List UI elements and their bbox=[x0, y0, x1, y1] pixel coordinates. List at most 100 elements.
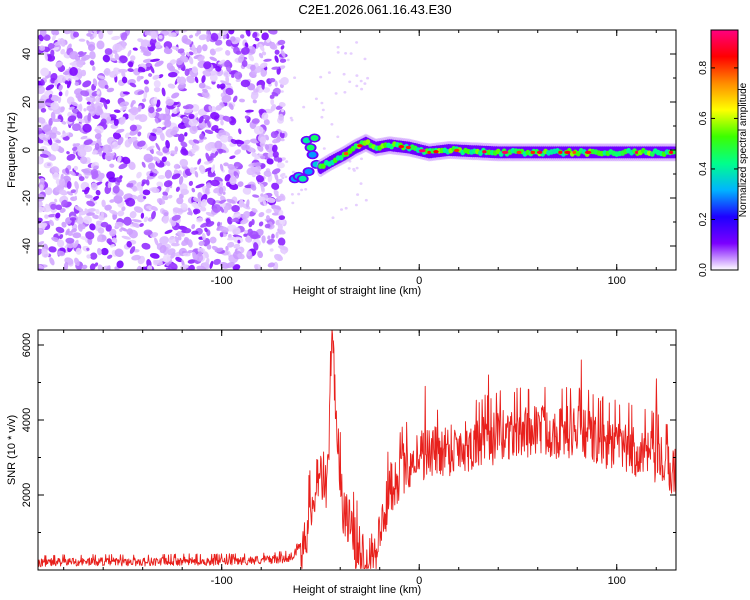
band-peak bbox=[482, 150, 487, 154]
noise-cell bbox=[98, 30, 104, 40]
noise-cell bbox=[110, 244, 115, 248]
noise-cell bbox=[39, 45, 46, 51]
noise-cell bbox=[93, 30, 98, 38]
noise-cell bbox=[162, 253, 171, 263]
noise-cell bbox=[105, 99, 111, 105]
noise-cell bbox=[132, 47, 138, 51]
noise-cell bbox=[320, 101, 324, 105]
colorbar: 0.0 0.2 0.4 0.6 0.8 Normalized spectral ampli… bbox=[698, 29, 749, 277]
noise-cell bbox=[42, 137, 49, 142]
y-tick-label: 6000 bbox=[21, 333, 33, 357]
noise-cell bbox=[207, 172, 216, 178]
noise-cell bbox=[246, 167, 256, 176]
noise-cell bbox=[55, 226, 65, 233]
noise-cell bbox=[252, 99, 257, 104]
noise-cell bbox=[89, 60, 95, 66]
noise-cell bbox=[146, 145, 155, 151]
noise-cell bbox=[240, 79, 251, 88]
noise-cell bbox=[235, 175, 239, 179]
noise-cell bbox=[54, 78, 58, 87]
noise-cell bbox=[159, 244, 167, 254]
noise-cell bbox=[254, 165, 262, 173]
noise-cell bbox=[201, 114, 211, 120]
noise-cell bbox=[94, 125, 104, 134]
noise-cell bbox=[100, 118, 107, 126]
noise-cell bbox=[117, 155, 122, 163]
noise-cell bbox=[122, 91, 130, 95]
noise-cell bbox=[65, 167, 70, 174]
noise-cell bbox=[205, 221, 215, 227]
noise-cell bbox=[179, 55, 189, 63]
noise-cell bbox=[73, 195, 77, 201]
noise-cell bbox=[261, 235, 266, 243]
noise-cell bbox=[254, 65, 263, 73]
noise-cell bbox=[66, 191, 73, 196]
noise-cell bbox=[137, 131, 142, 137]
noise-cell bbox=[155, 99, 161, 108]
noise-cell bbox=[251, 218, 255, 226]
noise-cell bbox=[83, 139, 93, 146]
noise-cell bbox=[74, 257, 80, 267]
snr-frame bbox=[37, 329, 677, 571]
noise-cell bbox=[143, 79, 149, 85]
band-peak bbox=[418, 149, 426, 153]
noise-cell bbox=[258, 52, 264, 59]
noise-cell bbox=[253, 242, 259, 251]
noise-cell bbox=[154, 117, 159, 124]
noise-cell bbox=[87, 208, 96, 213]
noise-cell bbox=[109, 209, 118, 215]
noise-cell bbox=[150, 168, 159, 174]
noise-cell bbox=[238, 200, 245, 208]
noise-cell bbox=[55, 212, 61, 219]
x-tick-label: 0 bbox=[416, 275, 422, 287]
noise-cell bbox=[126, 228, 134, 235]
noise-cell bbox=[178, 175, 184, 185]
noise-cell bbox=[188, 34, 194, 39]
noise-cell bbox=[297, 192, 301, 196]
noise-cell bbox=[40, 107, 47, 113]
noise-cell bbox=[64, 80, 69, 85]
noise-cell bbox=[322, 147, 326, 150]
noise-cell bbox=[279, 131, 285, 139]
noise-cell bbox=[224, 174, 231, 182]
noise-cell bbox=[95, 189, 101, 196]
onset-blob bbox=[308, 151, 317, 158]
noise-cell bbox=[226, 241, 235, 248]
noise-cell bbox=[209, 260, 214, 269]
noise-cell bbox=[161, 87, 166, 97]
noise-cell bbox=[252, 194, 260, 198]
noise-cell bbox=[274, 55, 279, 63]
noise-cell bbox=[73, 31, 79, 38]
noise-cell bbox=[60, 48, 66, 55]
noise-cell bbox=[136, 75, 141, 82]
noise-cell bbox=[204, 227, 208, 233]
noise-cell bbox=[112, 132, 122, 140]
noise-cell bbox=[59, 234, 64, 240]
noise-cell bbox=[156, 181, 164, 188]
noise-cell bbox=[131, 219, 142, 223]
noise-cell bbox=[191, 224, 196, 230]
noise-cell bbox=[349, 52, 353, 55]
noise-cell bbox=[193, 112, 198, 120]
noise-cell bbox=[39, 153, 49, 158]
noise-cell bbox=[81, 168, 91, 174]
noise-cell bbox=[103, 100, 108, 110]
noise-cell bbox=[243, 233, 248, 237]
noise-cell bbox=[253, 162, 262, 167]
noise-cell bbox=[142, 58, 153, 63]
x-tick-label: 100 bbox=[608, 275, 626, 287]
noise-cell bbox=[189, 125, 198, 134]
noise-cell bbox=[240, 218, 249, 225]
noise-cell bbox=[264, 144, 270, 150]
noise-cell bbox=[267, 235, 271, 240]
noise-cell bbox=[278, 210, 284, 217]
noise-cell bbox=[124, 132, 130, 139]
band-peak bbox=[530, 150, 536, 154]
noise-cell bbox=[278, 102, 286, 107]
noise-cell bbox=[89, 252, 98, 260]
noise-cell bbox=[230, 36, 236, 42]
noise-cell bbox=[106, 30, 113, 35]
noise-cell bbox=[263, 119, 270, 126]
noise-cell bbox=[232, 264, 241, 270]
